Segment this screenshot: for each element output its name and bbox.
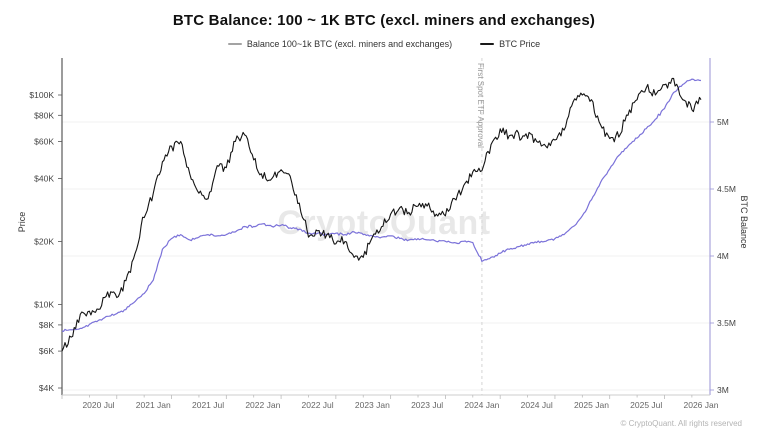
balance-tick-label: 3.5M xyxy=(717,318,736,328)
price-tick-label: $8K xyxy=(39,320,54,330)
price-tick-label: $20K xyxy=(34,237,54,247)
price-tick-label: $10K xyxy=(34,300,54,310)
x-tick-label: 2021 Jul xyxy=(192,400,224,410)
legend-label-balance: Balance 100~1k BTC (excl. miners and exc… xyxy=(246,39,453,49)
legend-swatch-balance xyxy=(227,43,242,45)
x-tick-label: 2021 Jan xyxy=(136,400,171,410)
x-tick-label: 2025 Jul xyxy=(630,400,662,410)
price-tick-label: $6K xyxy=(39,346,54,356)
legend-item-balance[interactable]: Balance 100~1k BTC (excl. miners and exc… xyxy=(227,39,453,49)
x-tick-label: 2026 Jan xyxy=(684,400,719,410)
balance-tick-label: 5M xyxy=(717,117,729,127)
x-tick-label: 2022 Jul xyxy=(302,400,334,410)
legend: Balance 100~1k BTC (excl. miners and exc… xyxy=(0,39,768,49)
price-tick-label: $100K xyxy=(29,90,54,100)
x-tick-label: 2025 Jan xyxy=(574,400,609,410)
balance-tick-label: 3M xyxy=(717,385,729,395)
chart-title: BTC Balance: 100 ~ 1K BTC (excl. miners … xyxy=(172,12,596,29)
legend-item-price[interactable]: BTC Price xyxy=(480,39,540,49)
legend-swatch-price xyxy=(480,43,495,45)
x-tick-label: 2022 Jan xyxy=(245,400,280,410)
price-tick-label: $80K xyxy=(34,110,54,120)
x-tick-label: 2023 Jul xyxy=(411,400,443,410)
balance-series-line xyxy=(61,78,702,332)
copyright-footer: © CryptoQuant. All rights reserved xyxy=(620,419,743,428)
price-series-line xyxy=(61,77,702,352)
price-tick-label: $40K xyxy=(34,173,54,183)
price-tick-label: $4K xyxy=(39,383,54,393)
x-tick-label: 2024 Jan xyxy=(464,400,499,410)
x-tick-label: 2023 Jan xyxy=(355,400,390,410)
x-tick-label: 2020 Jul xyxy=(82,400,114,410)
balance-tick-label: 4M xyxy=(717,251,729,261)
balance-tick-label: 4.5M xyxy=(717,184,736,194)
legend-label-price: BTC Price xyxy=(499,39,541,49)
price-tick-label: $60K xyxy=(34,136,54,146)
etf-annotation-label: First Spot ETF Approval xyxy=(476,63,485,148)
x-tick-label: 2024 Jul xyxy=(521,400,553,410)
